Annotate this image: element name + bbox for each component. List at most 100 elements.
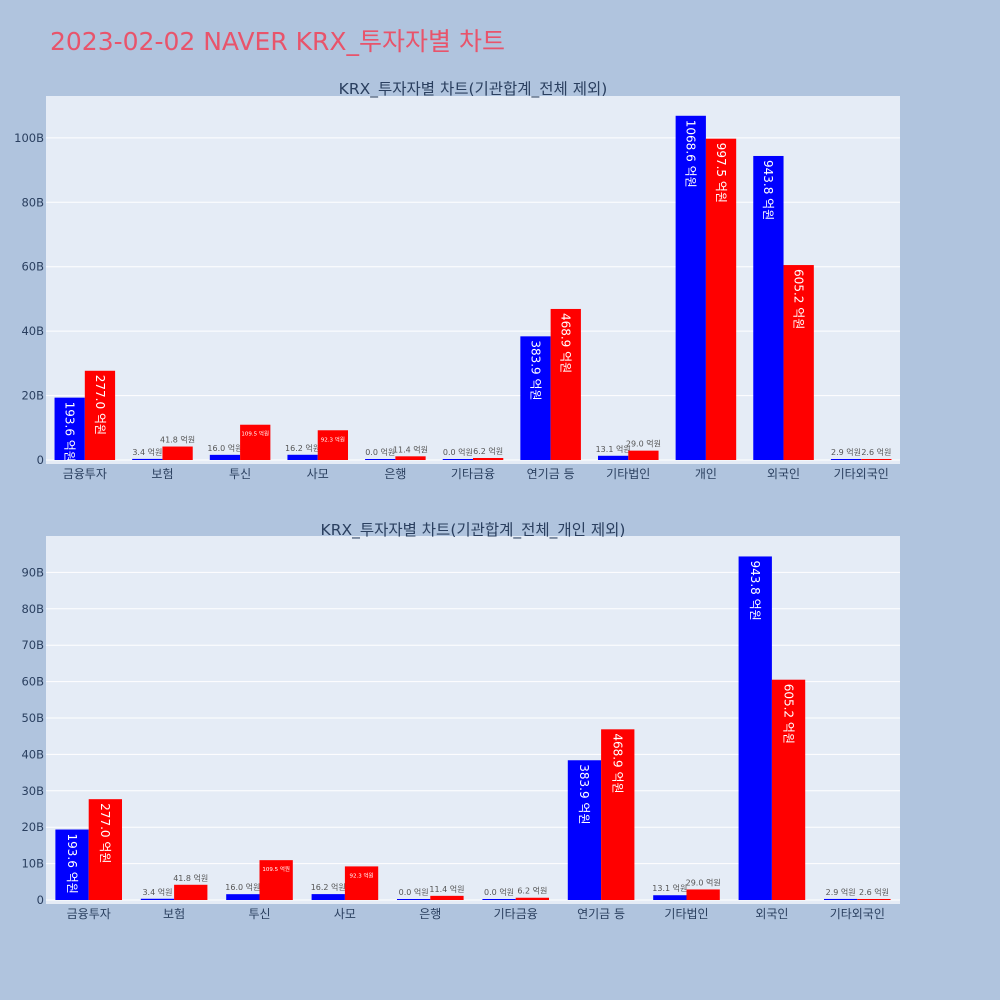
y-tick-label: 0 bbox=[37, 893, 44, 907]
bar bbox=[515, 897, 550, 900]
bar bbox=[311, 894, 345, 900]
y-tick-label: 100B bbox=[14, 131, 44, 145]
bar bbox=[395, 456, 426, 460]
x-tick-label: 금융투자 bbox=[67, 907, 111, 921]
data-label: 193.6 억원 bbox=[65, 834, 79, 894]
y-tick-label: 10B bbox=[21, 857, 44, 871]
x-tick-label: 개인 bbox=[695, 467, 717, 481]
bar bbox=[396, 899, 431, 900]
y-tick-label: 50B bbox=[21, 711, 44, 725]
y-tick-label: 70B bbox=[21, 638, 44, 652]
data-label: 997.5 억원 bbox=[714, 143, 728, 203]
data-label: 13.1 억원 bbox=[596, 444, 631, 454]
y-tick-label: 20B bbox=[21, 389, 44, 403]
data-label: 3.4 억원 bbox=[132, 447, 162, 457]
data-label: 109.5 억원 bbox=[262, 865, 290, 873]
x-tick-label: 기타법인 bbox=[606, 467, 650, 481]
data-label: 1068.6 억원 bbox=[684, 120, 698, 188]
data-label: 383.9 억원 bbox=[528, 340, 542, 400]
bar bbox=[317, 430, 349, 460]
bar bbox=[857, 899, 891, 900]
x-tick-label: 사모 bbox=[334, 907, 356, 921]
data-label: 6.2 억원 bbox=[517, 886, 547, 896]
data-label: 468.9 억원 bbox=[559, 313, 573, 373]
bar bbox=[686, 889, 720, 900]
data-label: 16.0 억원 bbox=[225, 882, 260, 892]
bar bbox=[653, 895, 687, 900]
x-tick-label: 은행 bbox=[419, 906, 441, 921]
bar bbox=[140, 898, 175, 900]
data-label: 16.2 억원 bbox=[285, 443, 320, 453]
bar bbox=[259, 860, 293, 900]
data-label: 11.4 억원 bbox=[429, 884, 464, 894]
x-tick-label: 기타법인 bbox=[664, 907, 708, 921]
x-tick-label: 외국인 bbox=[755, 907, 788, 921]
bar bbox=[628, 450, 659, 460]
bar bbox=[132, 458, 163, 460]
bar bbox=[287, 454, 318, 460]
y-tick-label: 40B bbox=[21, 747, 44, 761]
data-label: 29.0 억원 bbox=[686, 877, 721, 887]
bar bbox=[771, 679, 806, 900]
bar bbox=[88, 799, 123, 900]
chart-panel-2: 0 10B 20B 30B 40B 50B 60B 70B 80B 90B KRX_투자자별 차트(… bbox=[21, 521, 900, 921]
y-tick-label: 90B bbox=[21, 565, 44, 579]
bar bbox=[84, 370, 116, 460]
bar bbox=[473, 458, 504, 460]
bar bbox=[738, 556, 772, 900]
data-label: 2.9 억원 bbox=[831, 447, 861, 457]
bar bbox=[55, 829, 89, 900]
data-label: 109.5 억원 bbox=[241, 430, 269, 438]
y-tick-label: 80B bbox=[21, 602, 44, 616]
data-label: 2.9 억원 bbox=[826, 887, 856, 897]
data-label: 468.9 억원 bbox=[611, 733, 625, 793]
y-tick-label: 60B bbox=[21, 260, 44, 274]
data-label: 0.0 억원 bbox=[365, 447, 395, 457]
bar bbox=[675, 115, 706, 460]
x-tick-label: 사모 bbox=[307, 467, 329, 481]
x-tick-label: 기타금융 bbox=[451, 467, 495, 481]
x-tick-label: 투신 bbox=[248, 907, 270, 921]
data-label: 16.2 억원 bbox=[311, 882, 346, 892]
bar bbox=[597, 455, 629, 460]
bar bbox=[823, 898, 858, 900]
data-label: 605.2 억원 bbox=[791, 269, 805, 329]
page-title: 2023-02-02 NAVER KRX_투자자별 차트 bbox=[50, 27, 505, 56]
bar bbox=[365, 459, 396, 460]
data-label: 2.6 억원 bbox=[861, 447, 891, 457]
data-label: 943.8 억원 bbox=[761, 160, 775, 220]
x-tick-label: 은행 bbox=[384, 466, 406, 481]
bar bbox=[482, 899, 516, 900]
y-tick-label: 80B bbox=[21, 195, 44, 209]
x-tick-label: 기타외국인 bbox=[834, 467, 889, 481]
x-tick-label: 보험 bbox=[151, 467, 173, 481]
data-label: 0.0 억원 bbox=[399, 887, 429, 897]
data-label: 605.2 억원 bbox=[781, 684, 795, 744]
bar bbox=[344, 866, 379, 900]
y-tick-label: 30B bbox=[21, 784, 44, 798]
x-tick-label: 기타외국인 bbox=[830, 907, 885, 921]
x-tick-label: 금융투자 bbox=[63, 467, 107, 481]
x-tick-label: 기타금융 bbox=[494, 907, 538, 921]
bar bbox=[54, 397, 85, 460]
data-label: 0.0 억원 bbox=[443, 447, 473, 457]
data-label: 193.6 억원 bbox=[62, 402, 76, 462]
data-label: 92.3 억원 bbox=[349, 871, 373, 879]
bar bbox=[830, 459, 862, 460]
bar bbox=[209, 454, 241, 460]
x-tick-label: 투신 bbox=[229, 467, 251, 481]
chart-subtitle: KRX_투자자별 차트(기관합계_전체 제외) bbox=[339, 80, 608, 99]
y-tick-label: 0 bbox=[37, 453, 44, 467]
x-tick-label: 연기금 등 bbox=[577, 907, 625, 921]
bar bbox=[550, 308, 581, 460]
data-label: 2.6 억원 bbox=[859, 887, 889, 897]
data-label: 943.8 억원 bbox=[748, 560, 762, 620]
data-label: 13.1 억원 bbox=[652, 883, 687, 893]
bar bbox=[162, 446, 193, 460]
data-label: 277.0 억원 bbox=[93, 375, 107, 435]
x-tick-label: 연기금 등 bbox=[527, 467, 575, 481]
y-tick-label: 60B bbox=[21, 675, 44, 689]
y-tick-label: 40B bbox=[21, 324, 44, 338]
bar bbox=[174, 884, 208, 900]
